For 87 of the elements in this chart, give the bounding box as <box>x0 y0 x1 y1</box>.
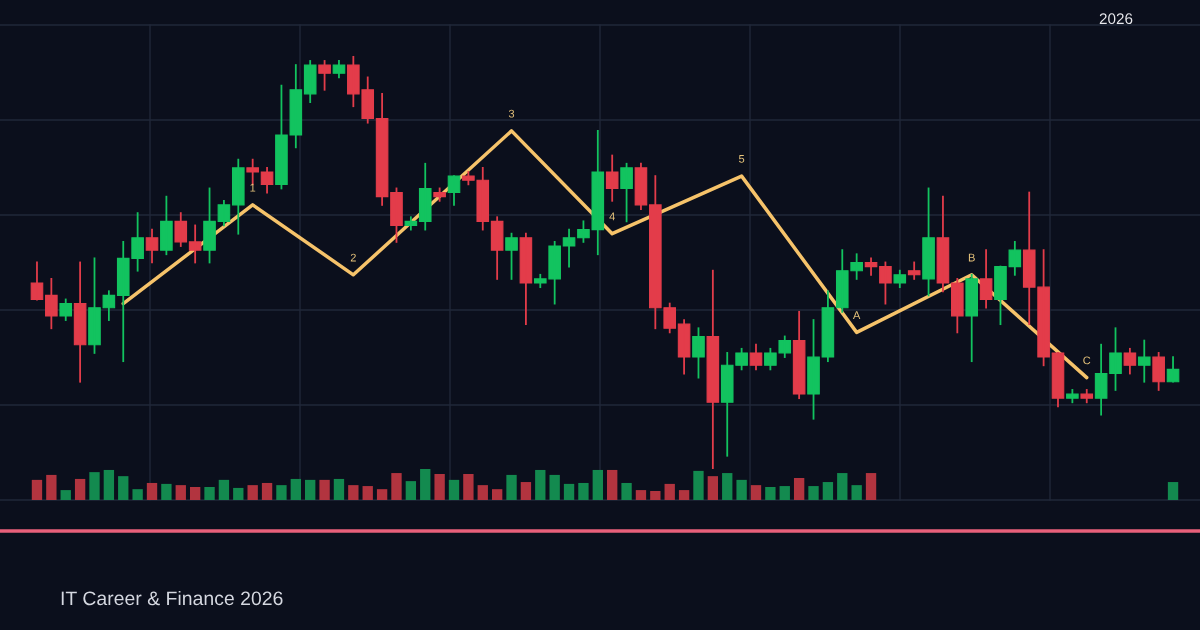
bar <box>750 485 762 500</box>
bar <box>103 469 115 500</box>
bar <box>722 473 733 500</box>
bar <box>175 485 186 500</box>
annotation: 3 <box>508 109 515 118</box>
bar <box>678 490 690 500</box>
bar <box>793 478 805 500</box>
bar <box>578 482 589 500</box>
annotation: 4 <box>609 212 615 221</box>
candlestick <box>879 261 892 305</box>
bar <box>132 489 143 500</box>
bar <box>664 483 675 500</box>
bar <box>46 474 57 500</box>
bar <box>779 486 790 500</box>
bar <box>837 473 848 500</box>
bar <box>851 485 862 500</box>
candlestick <box>1080 389 1094 404</box>
bar <box>592 469 603 500</box>
bar <box>333 478 345 500</box>
bar <box>261 482 273 500</box>
bar <box>405 481 417 500</box>
candlestick <box>692 327 705 379</box>
bar <box>520 482 532 500</box>
bar <box>463 473 474 500</box>
bar <box>290 478 301 500</box>
candlestick <box>188 224 202 264</box>
bar <box>247 485 258 500</box>
bar <box>808 486 819 500</box>
bar <box>506 474 517 500</box>
bar <box>362 486 373 500</box>
bar <box>89 472 100 500</box>
bar <box>765 486 776 500</box>
bar <box>118 476 129 500</box>
bar <box>1167 482 1179 500</box>
bar <box>693 470 704 500</box>
candlestick <box>1137 339 1151 383</box>
bar <box>477 485 488 500</box>
annotation: 2 <box>350 253 356 262</box>
bar <box>420 469 431 500</box>
bar <box>535 469 546 500</box>
bar <box>376 489 388 500</box>
candlestick <box>303 60 317 103</box>
bar <box>189 486 201 500</box>
bar <box>319 479 330 500</box>
bar <box>549 474 560 500</box>
candlestick <box>922 187 935 297</box>
candlestick <box>951 278 964 334</box>
candlestick <box>318 60 331 91</box>
annotation: C <box>1083 356 1091 365</box>
candlestick <box>203 187 216 264</box>
annotation: B <box>968 253 975 262</box>
candlestick <box>605 154 619 202</box>
bar <box>491 489 503 500</box>
annotation: 1 <box>250 183 256 192</box>
annotation: A <box>852 311 861 319</box>
bar <box>60 490 71 500</box>
bar <box>822 482 834 500</box>
text: 2026 <box>1099 13 1133 25</box>
bar <box>218 479 230 500</box>
bar <box>161 483 172 500</box>
bar <box>204 486 215 500</box>
candlestick <box>1066 389 1079 404</box>
candlestick <box>59 298 73 321</box>
bar <box>563 483 575 500</box>
bar <box>146 482 158 500</box>
bar <box>736 479 747 500</box>
bar <box>650 491 661 500</box>
bar <box>448 479 460 500</box>
annotation: 5 <box>738 155 745 163</box>
bar <box>305 479 316 500</box>
candlestick <box>1123 347 1137 375</box>
text: IT Career & Finance 2026 <box>61 590 283 606</box>
bar <box>391 473 402 500</box>
bar <box>74 478 86 500</box>
bar <box>348 485 359 500</box>
candlestick <box>505 232 518 280</box>
bar <box>865 473 877 500</box>
bar <box>31 479 43 500</box>
candlestick <box>620 162 633 223</box>
bar <box>635 490 647 500</box>
bar <box>607 469 618 500</box>
bar <box>707 476 719 500</box>
bar <box>621 482 632 500</box>
candlestick <box>893 269 907 289</box>
bar <box>276 485 287 500</box>
bar <box>434 473 445 500</box>
bar <box>233 487 244 500</box>
